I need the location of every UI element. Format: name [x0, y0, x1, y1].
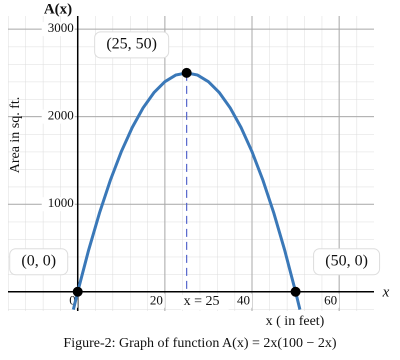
point — [181, 67, 192, 78]
x-tick-label: 0 — [69, 293, 76, 308]
x-tick-label: 40 — [237, 293, 250, 308]
tick-label-bg — [41, 197, 75, 212]
point — [72, 286, 83, 297]
y-axis-title: A(x) — [44, 1, 72, 17]
x-tick-label: 60 — [324, 293, 337, 308]
tick-label-bg — [150, 293, 165, 308]
caption: Figure-2: Graph of function A(x) = 2x(10… — [63, 336, 337, 351]
point-label: (0, 0) — [21, 252, 56, 269]
minor-grid — [8, 16, 374, 311]
y-axis-label: Area in sq. ft. — [8, 97, 23, 174]
y-tick-label: 2000 — [48, 108, 74, 123]
point-label: (25, 50) — [106, 36, 157, 53]
tick-label-bg — [41, 109, 75, 124]
y-tick-label: 1000 — [48, 195, 74, 210]
point-label-box — [9, 248, 69, 276]
point-label-box — [94, 31, 170, 59]
point-label-box — [313, 248, 381, 276]
point — [290, 286, 301, 297]
y-tick-label: 3000 — [48, 20, 74, 35]
tick-label-bg — [325, 293, 340, 308]
vline-label: x = 25 — [184, 294, 220, 309]
tick-label-bg — [41, 22, 75, 37]
point-label: (50, 0) — [325, 252, 368, 269]
x-axis-name: x — [382, 284, 390, 300]
tick-label-bg — [238, 293, 252, 308]
x-axis-label: x ( in feet) — [266, 314, 325, 329]
x-tick-label: 20 — [150, 293, 163, 308]
vline-label-bg — [180, 294, 229, 310]
